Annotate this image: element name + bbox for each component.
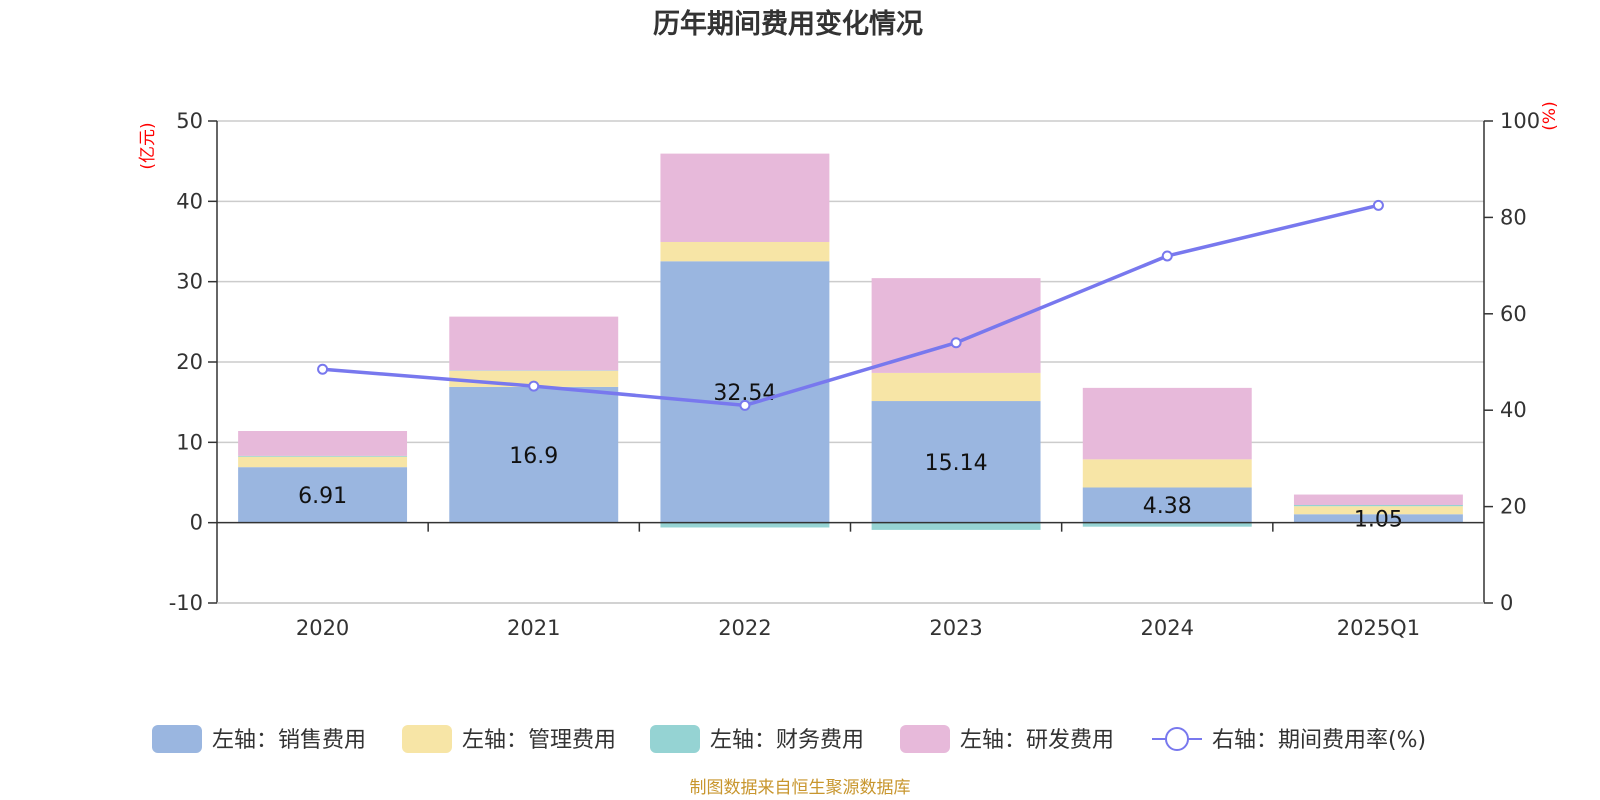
rate-point [528,380,540,392]
rate-point [950,337,962,349]
legend-item: 左轴：财务费用 [650,725,864,753]
right-axis-tick-label: 0 [1500,591,1513,615]
bar-segment [238,456,408,468]
right-axis-tick-label: 40 [1500,398,1527,422]
bar-segment [1082,522,1252,527]
legend: 左轴：销售费用 左轴：管理费用 左轴：财务费用 左轴：研发费用 右轴：期间费用率(%) [152,725,1426,753]
left-axis-tick-label: 50 [176,109,203,133]
legend-item: 左轴：研发费用 [900,725,1114,753]
x-axis-tick-label: 2020 [296,616,349,640]
bar-value-label: 1.05 [1354,507,1403,532]
bar-series-group [238,153,1463,530]
bar-segment [1082,459,1252,488]
bar-segment [660,153,830,242]
bar-segment [1293,504,1463,507]
left-axis-tick-label: 20 [176,350,203,374]
legend-label: 左轴：财务费用 [710,728,864,753]
right-axis-tick-label: 20 [1500,495,1527,519]
left-axis-tick-label: 30 [176,270,203,294]
rate-point [317,363,329,375]
bar-segment [238,455,408,457]
bar-segment [1082,387,1252,460]
bar-segment [871,372,1041,402]
rate-line-group [317,199,1384,411]
x-axis-tick-label: 2025Q1 [1337,616,1420,640]
bar-segment [871,278,1041,373]
left-axis-tick-label: 40 [176,189,203,213]
bar-segment [238,467,408,523]
bar-segment [1293,514,1463,523]
legend-swatch [402,725,452,753]
left-axis-tick-label: 0 [190,511,203,535]
x-axis-tick-label: 2022 [718,616,771,640]
rate-line [322,203,1379,408]
bar-value-label: 6.91 [298,484,347,509]
bar-segment [871,522,1041,530]
source-note: 制图数据来自恒生聚源数据库 [690,778,911,798]
bar-segment [871,401,1041,523]
legend-item: 右轴：期间费用率(%) [1152,727,1426,753]
chart-title: 历年期间费用变化情况 [653,8,923,40]
left-axis-tick-label: -10 [169,591,203,615]
legend-label: 右轴：期间费用率(%) [1212,728,1426,753]
legend-item: 左轴：销售费用 [152,725,366,753]
bar-segment [660,261,830,523]
right-axis-tick-label: 60 [1500,302,1527,326]
right-axis-tick-label: 80 [1500,205,1527,229]
x-axis-tick-label: 2024 [1141,616,1194,640]
legend-marker [1165,727,1189,751]
legend-label: 左轴：销售费用 [212,728,366,753]
bar-value-label: 4.38 [1143,494,1192,519]
bar-segment [1293,494,1463,505]
right-axis-tick-label: 100 [1500,109,1540,133]
bar-segment [449,316,619,371]
legend-swatch [650,725,700,753]
legend-swatch [900,725,950,753]
left-axis-unit: (亿元) [138,122,158,169]
x-axis-tick-label: 2023 [929,616,982,640]
bar-segment [1082,487,1252,523]
bar-segment [660,522,830,528]
rate-point [1372,199,1384,211]
legend-item: 左轴：管理费用 [402,725,616,753]
left-axis-tick-label: 10 [176,430,203,454]
bar-segment [238,431,408,456]
bar-segment [1293,506,1463,515]
x-axis-tick-label: 2021 [507,616,560,640]
bar-value-label: 15.14 [925,451,988,476]
legend-label: 左轴：管理费用 [462,728,616,753]
legend-label: 左轴：研发费用 [960,728,1114,753]
rate-point [739,399,751,411]
right-axis-unit: (%) [1540,101,1560,130]
legend-swatch [152,725,202,753]
bar-value-label: 16.9 [509,444,558,469]
bar-segment [449,386,619,523]
bar-segment [660,241,830,262]
rate-point [1161,250,1173,262]
